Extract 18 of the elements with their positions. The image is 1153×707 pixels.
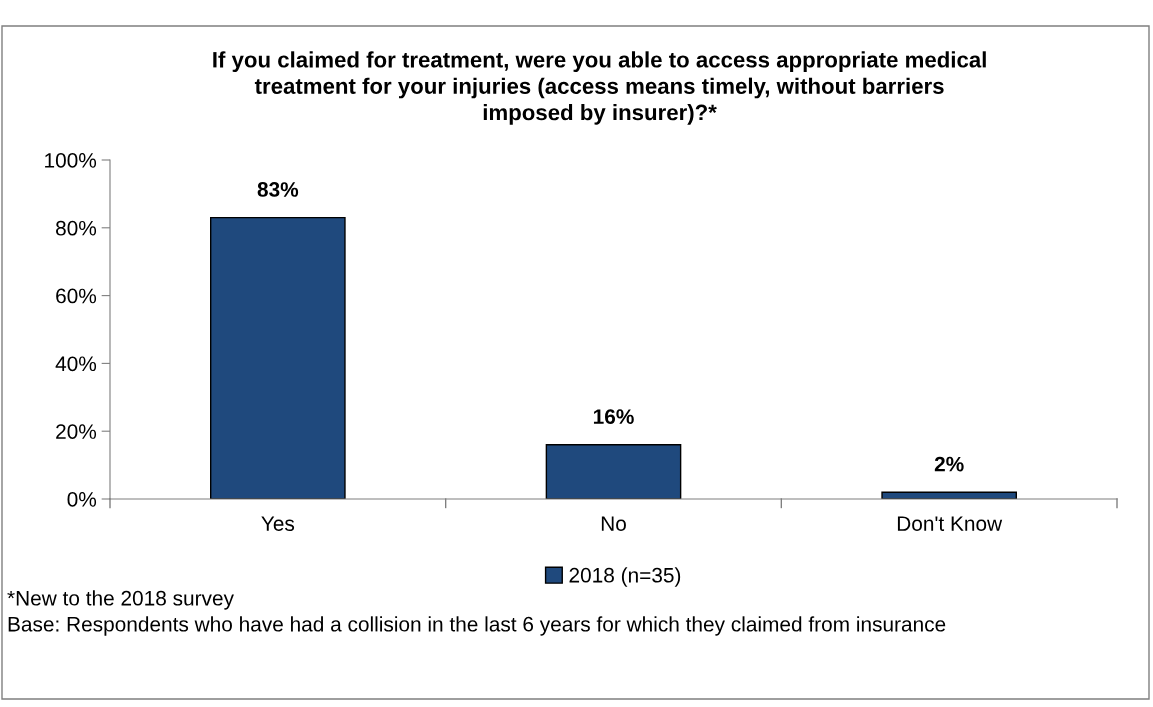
y-tick-label: 100%: [45, 153, 97, 168]
bar: [545, 444, 682, 499]
text: *New to the 2018 survey: [7, 590, 234, 610]
y-tick-label: 0%: [67, 492, 97, 507]
text: Base: Respondents who have had a collision in the last 6 years for which they claimed from insurance: [8, 616, 946, 636]
x-tick-label: Don't Know: [897, 516, 1003, 531]
bar: [210, 216, 346, 499]
x-tick-label: Yes: [261, 516, 295, 531]
legend-label: 2018 (n=35): [569, 567, 681, 587]
y-tick-label: 40%: [55, 356, 97, 372]
data-label: 16%: [593, 409, 634, 424]
y-tick-label: 80%: [56, 220, 97, 236]
y-tick-label: 20%: [56, 424, 97, 439]
chart-title: If you claimed for treatment, were you able to access appropriate medical treatment for your injuries (access means timely, without barriers imposed by insurer)?*: [213, 51, 986, 125]
data-label: 83%: [257, 182, 299, 197]
x-tick-label: No: [601, 516, 626, 531]
data-label: 2%: [934, 456, 964, 472]
y-tick-label: 60%: [56, 288, 97, 304]
